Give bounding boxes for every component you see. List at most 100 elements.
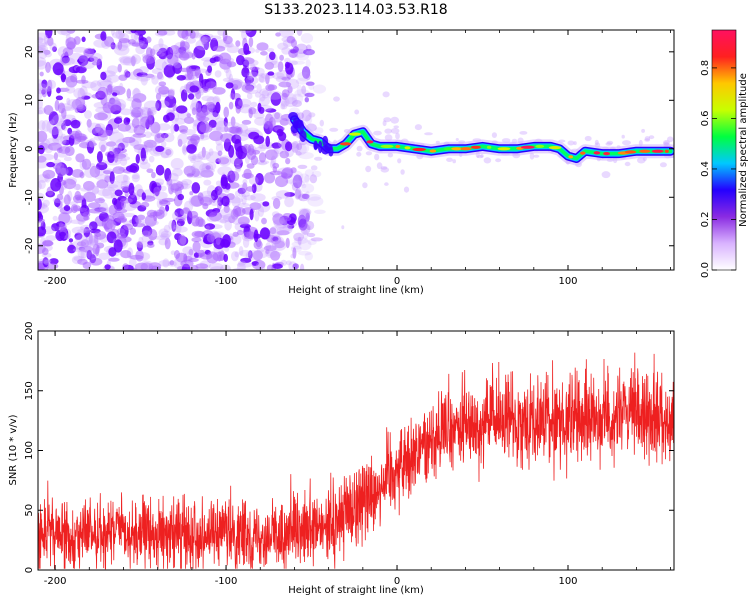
heatmap-cell bbox=[69, 130, 80, 139]
heatmap-cell bbox=[226, 40, 233, 48]
heatmap-cell bbox=[38, 262, 45, 270]
heatmap-cell bbox=[255, 173, 264, 186]
heatmap-cell bbox=[201, 95, 214, 102]
heatmap-cell bbox=[153, 186, 161, 196]
heatmap-cell bbox=[75, 66, 87, 74]
heatmap-cell bbox=[158, 260, 172, 267]
heatmap-cell bbox=[91, 185, 100, 195]
heatmap-cell bbox=[136, 241, 142, 249]
heatmap-cell bbox=[97, 86, 109, 99]
x-tick-label: 0 bbox=[394, 276, 400, 287]
heatmap-cell bbox=[298, 207, 312, 217]
heatmap-cell bbox=[132, 133, 146, 138]
heatmap-cell bbox=[158, 38, 164, 48]
heatmap-cell bbox=[215, 126, 232, 133]
heatmap-cell bbox=[181, 145, 187, 154]
heatmap-cell bbox=[269, 51, 276, 61]
heatmap-cell bbox=[60, 30, 72, 36]
heatmap-cell bbox=[639, 149, 651, 153]
heatmap-cell bbox=[261, 217, 267, 225]
heatmap-cell bbox=[38, 44, 48, 54]
heatmap-cell bbox=[601, 171, 611, 179]
heatmap-cell bbox=[160, 185, 167, 192]
heatmap-cell bbox=[179, 235, 187, 246]
heatmap-cell bbox=[139, 116, 153, 129]
heatmap-cell bbox=[43, 41, 55, 46]
heatmap-cell bbox=[102, 101, 117, 114]
heatmap-cell bbox=[258, 73, 267, 83]
heatmap-cell bbox=[131, 117, 140, 129]
heatmap-cell bbox=[38, 198, 42, 211]
heatmap-cell bbox=[176, 75, 186, 81]
heatmap-cell bbox=[621, 134, 625, 139]
heatmap-cell bbox=[140, 74, 148, 86]
heatmap-cell bbox=[123, 223, 134, 231]
heatmap-cell bbox=[140, 260, 154, 270]
heatmap-cell bbox=[136, 216, 145, 227]
heatmap-cell bbox=[264, 61, 275, 70]
y-tick-label: 100 bbox=[24, 441, 35, 460]
heatmap-cell bbox=[250, 101, 258, 108]
heatmap-cell bbox=[476, 155, 484, 159]
heatmap-cell bbox=[362, 182, 368, 189]
heatmap-cell bbox=[483, 157, 492, 164]
heatmap-cell bbox=[237, 262, 246, 270]
heatmap-cell bbox=[83, 180, 95, 191]
y-tick-label: -20 bbox=[24, 238, 35, 254]
heatmap-cell bbox=[160, 230, 172, 238]
heatmap-cell bbox=[46, 79, 57, 90]
heatmap-cell bbox=[567, 140, 575, 146]
heatmap-cell bbox=[90, 80, 102, 92]
heatmap-cell bbox=[75, 234, 87, 243]
heatmap-cell bbox=[304, 97, 309, 103]
heatmap-cell bbox=[38, 56, 47, 67]
heatmap-cell bbox=[151, 221, 157, 226]
heatmap-cell bbox=[80, 224, 93, 231]
heatmap-cell bbox=[248, 36, 254, 48]
heatmap-cell bbox=[154, 59, 167, 70]
heatmap-cell bbox=[114, 155, 131, 161]
heatmap-cell bbox=[38, 109, 44, 115]
heatmap-cell bbox=[301, 183, 315, 194]
heatmap-cell bbox=[328, 146, 334, 157]
heatmap-cell bbox=[277, 230, 290, 236]
heatmap-cell bbox=[603, 152, 610, 156]
heatmap-cell bbox=[301, 85, 307, 95]
heatmap-cell bbox=[173, 112, 180, 122]
heatmap-cell bbox=[215, 101, 221, 114]
heatmap-cell bbox=[225, 68, 232, 79]
heatmap-cell bbox=[67, 99, 81, 107]
heatmap-cell bbox=[164, 54, 180, 67]
heatmap-cell bbox=[75, 196, 85, 201]
heatmap-cell bbox=[305, 220, 315, 231]
heatmap-cell bbox=[279, 150, 290, 159]
heatmap-cell bbox=[280, 100, 288, 110]
heatmap-cell bbox=[248, 131, 260, 140]
heatmap-cell bbox=[460, 147, 472, 151]
heatmap-cell bbox=[215, 137, 223, 146]
heatmap-cell bbox=[215, 180, 222, 186]
heatmap-cell bbox=[232, 267, 248, 270]
heatmap-cell bbox=[276, 228, 284, 236]
heatmap-cell bbox=[429, 149, 437, 153]
heatmap-cell bbox=[299, 208, 312, 216]
heatmap-cell bbox=[98, 130, 109, 138]
heatmap-cell bbox=[149, 106, 158, 113]
heatmap-cell bbox=[296, 142, 303, 151]
heatmap-cell bbox=[61, 55, 70, 64]
x-tick-label: 0 bbox=[394, 576, 400, 587]
heatmap-cell bbox=[132, 174, 140, 180]
heatmap-cell bbox=[533, 154, 540, 158]
heatmap-cell bbox=[262, 201, 270, 207]
heatmap-cell bbox=[171, 219, 177, 232]
heatmap-cell bbox=[267, 84, 278, 91]
heatmap-cell bbox=[130, 57, 135, 65]
heatmap-cell bbox=[271, 112, 283, 123]
heatmap-cell bbox=[188, 248, 194, 256]
heatmap-cell bbox=[54, 198, 61, 208]
heatmap-cell bbox=[270, 235, 285, 248]
heatmap-cell bbox=[229, 171, 240, 182]
heatmap-cell bbox=[121, 203, 137, 212]
heatmap-cell bbox=[201, 35, 206, 46]
heatmap-cell bbox=[298, 193, 309, 202]
